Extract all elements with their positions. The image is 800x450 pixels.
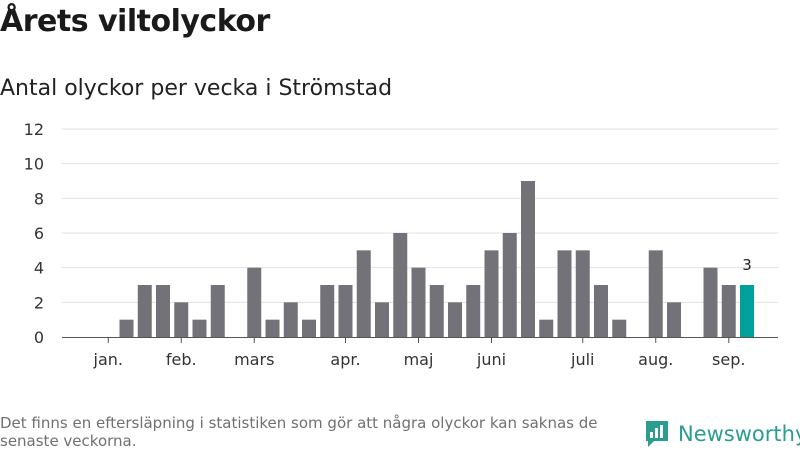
newsworthy-logo-text: Newsworthy — [678, 422, 800, 446]
chart-subtitle: Antal olyckor per vecka i Strömstad — [0, 76, 393, 101]
x-tick-label: aug. — [638, 350, 673, 369]
bar — [192, 319, 207, 337]
x-tick-label: jan. — [93, 350, 123, 369]
bar — [466, 285, 481, 337]
bar — [539, 319, 554, 337]
newsworthy-logo-icon — [646, 421, 668, 447]
bar — [283, 302, 298, 337]
y-tick-label: 6 — [34, 224, 44, 243]
bar — [648, 250, 663, 337]
x-tick-label: apr. — [330, 350, 360, 369]
bar — [411, 267, 426, 337]
bar — [448, 302, 462, 337]
bar — [320, 285, 335, 337]
bar — [721, 285, 736, 337]
data-label: 3 — [742, 256, 752, 274]
bar — [703, 267, 718, 337]
bar — [356, 250, 371, 337]
bar — [393, 233, 408, 337]
y-tick-label: 12 — [24, 120, 44, 139]
y-tick-label: 2 — [34, 293, 44, 312]
bar — [502, 233, 517, 337]
bar — [612, 319, 627, 337]
bar — [247, 267, 262, 337]
bar — [210, 285, 225, 337]
bar — [557, 250, 572, 337]
bar — [174, 302, 189, 337]
highlighted-bar — [740, 285, 754, 337]
bars: 3 — [119, 181, 754, 337]
y-tick-label: 0 — [34, 328, 44, 347]
x-tick-label: sep. — [712, 350, 745, 369]
y-axis-ticks: 0 2 4 6 8 10 12 — [24, 120, 44, 347]
y-tick-label: 4 — [34, 259, 44, 278]
bar — [429, 285, 444, 337]
y-tick-label: 8 — [34, 189, 44, 208]
x-tick-label: juni — [476, 350, 506, 369]
x-axis-ticks: jan. feb. mars apr. maj juni juli aug. sep. — [93, 337, 745, 369]
bar — [594, 285, 608, 337]
bar — [338, 285, 353, 337]
x-tick-label: maj — [404, 350, 434, 369]
bar — [302, 319, 316, 337]
bar — [484, 250, 499, 337]
y-tick-label: 10 — [24, 155, 44, 174]
x-tick-label: feb. — [166, 350, 197, 369]
bar — [575, 250, 590, 337]
footnote: Det finns en eftersläpning i statistiken… — [0, 414, 598, 450]
bar — [119, 319, 134, 337]
bar — [265, 319, 280, 337]
x-tick-label: mars — [234, 350, 274, 369]
newsworthy-logo[interactable]: Newsworthy — [644, 418, 800, 450]
bar — [137, 285, 152, 337]
chart-title: Årets viltolyckor — [0, 4, 270, 39]
bar-chart: 0 2 4 6 8 10 12 3 jan. feb. mars apr. maj juni juli a… — [24, 120, 778, 369]
bar — [667, 302, 681, 337]
x-tick-label: juli — [570, 350, 594, 369]
bar — [521, 181, 535, 337]
bar — [156, 285, 170, 337]
bar — [375, 302, 389, 337]
